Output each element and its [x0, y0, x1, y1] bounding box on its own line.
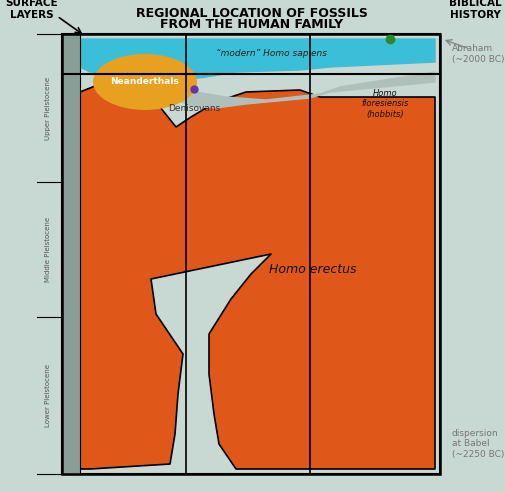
Text: SURFACE
LAYERS: SURFACE LAYERS	[6, 0, 58, 20]
Polygon shape	[178, 72, 435, 108]
Polygon shape	[80, 84, 435, 469]
Text: Africa and
Middle East: Africa and Middle East	[220, 43, 276, 65]
Text: dispersion
at Babel
(~2250 BC): dispersion at Babel (~2250 BC)	[452, 429, 504, 459]
Text: East Asia: East Asia	[352, 49, 397, 59]
Text: Lower Pleistocene: Lower Pleistocene	[45, 364, 51, 427]
Text: FROM THE HUMAN FAMILY: FROM THE HUMAN FAMILY	[161, 18, 343, 31]
Text: Homo erectus: Homo erectus	[269, 263, 357, 276]
Bar	[62, 34, 440, 474]
Text: Middle Pleistocene: Middle Pleistocene	[45, 217, 51, 282]
Text: Homo
floresiensis
(hobbits): Homo floresiensis (hobbits)	[361, 89, 409, 119]
Text: Abraham
(~2000 BC): Abraham (~2000 BC)	[452, 44, 504, 63]
Bar	[62, 34, 440, 474]
Bar	[62, 34, 80, 474]
Text: Denisovans: Denisovans	[168, 104, 220, 113]
Text: Neanderthals: Neanderthals	[111, 78, 179, 87]
Text: REGIONAL LOCATION OF FOSSILS: REGIONAL LOCATION OF FOSSILS	[136, 7, 368, 20]
Text: Europe and
West Asia: Europe and West Asia	[106, 43, 162, 65]
Text: “modern” Homo sapiens: “modern” Homo sapiens	[216, 50, 327, 59]
Ellipse shape	[93, 54, 197, 110]
Text: BIBLICAL
HISTORY: BIBLICAL HISTORY	[448, 0, 501, 20]
Text: Upper Pleistocene: Upper Pleistocene	[45, 76, 51, 140]
Polygon shape	[80, 39, 435, 80]
